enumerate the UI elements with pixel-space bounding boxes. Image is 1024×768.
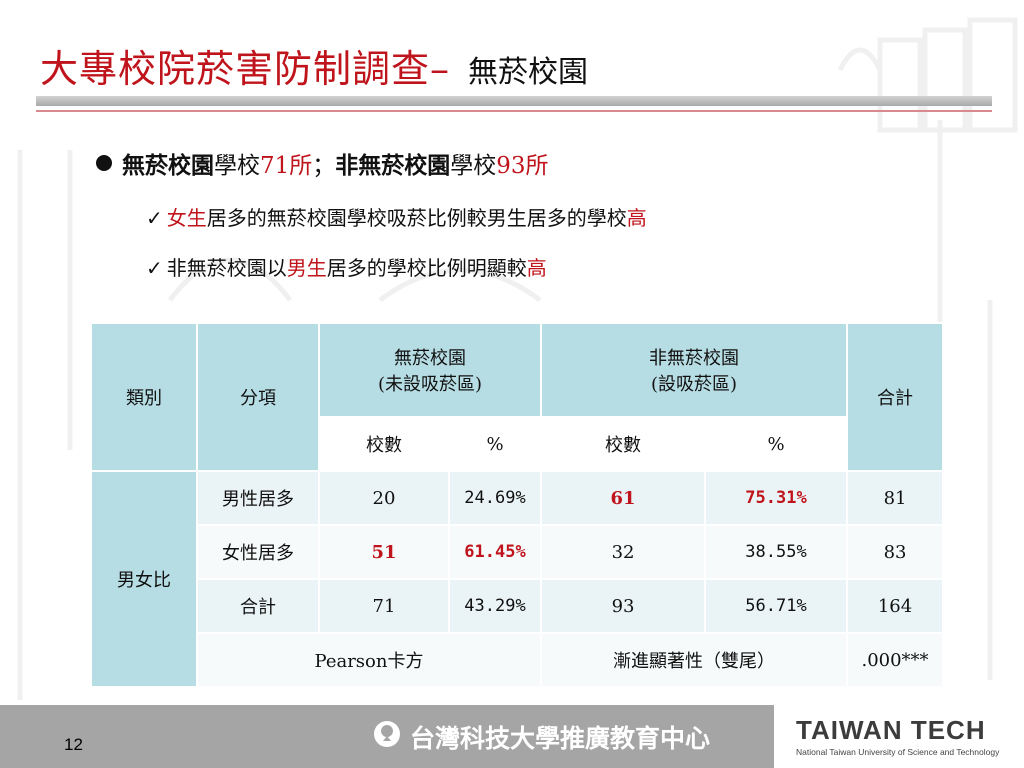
- header-category: 類別: [90, 322, 198, 472]
- sub-text: 非無菸校園以: [166, 256, 287, 280]
- header-smokefree: 無菸校園 (未設吸菸區): [317, 322, 543, 418]
- bullet-smokefree: 無菸校園: [122, 152, 214, 179]
- cell-count-nonsmokefree: 32: [540, 524, 707, 580]
- cell-total: 164: [846, 578, 945, 634]
- header-smokefree-line2: (未設吸菸區): [377, 374, 483, 395]
- header-count-smokefree: 校數: [318, 416, 450, 472]
- significance-value: .000***: [846, 632, 945, 688]
- title-underline-bar: [36, 96, 992, 106]
- cell-count-smokefree: 71: [318, 578, 450, 634]
- highlight-male: 男生: [286, 256, 327, 280]
- organization-logo-icon: [372, 719, 402, 755]
- checkmark-icon: ✓: [146, 206, 163, 230]
- cell-pct-nonsmokefree: 75.31%: [704, 470, 849, 526]
- table-row: 合計 71 43.29% 93 56.71% 164: [91, 578, 945, 634]
- brand-tagline: National Taiwan University of Science an…: [796, 747, 1000, 757]
- cell-pct-smokefree: 24.69%: [447, 470, 543, 526]
- title-main: 大專校院菸害防制調查–: [40, 47, 451, 91]
- bullet-text: 學校: [214, 153, 260, 179]
- highlight-high: 高: [626, 206, 647, 230]
- table-row: Pearson卡方 漸進顯著性（雙尾） .000***: [91, 632, 945, 688]
- cell-count-nonsmokefree: 93: [540, 578, 707, 634]
- sub-bullet-2: ✓ 非無菸校園以男生居多的學校比例明顯較高: [146, 252, 547, 281]
- title-underline-accent: [36, 110, 992, 112]
- row-item: 女性居多: [196, 524, 320, 580]
- organization-name: 台灣科技大學推廣教育中心: [410, 724, 711, 753]
- header-smokefree-line1: 無菸校園: [394, 348, 466, 369]
- brand-logo: TAIWAN TECH National Taiwan University o…: [774, 705, 1024, 768]
- cell-count-nonsmokefree: 61: [540, 470, 707, 526]
- bullet-nonsmokefree: 非無菸校園: [335, 152, 451, 179]
- cell-pct-smokefree: 61.45%: [447, 524, 543, 580]
- header-nonsmokefree-line1: 非無菸校園: [649, 348, 740, 369]
- bullet-text: 學校: [450, 153, 497, 179]
- header-nonsmokefree-line2: (設吸菸區): [650, 374, 738, 395]
- page-number: 12: [64, 735, 83, 754]
- header-total: 合計: [846, 322, 945, 472]
- highlight-high: 高: [526, 256, 547, 280]
- cell-total: 81: [846, 470, 945, 526]
- table-row: 女性居多 51 61.45% 32 38.55% 83: [91, 524, 945, 580]
- sub-text: 居多的學校比例明顯較: [326, 256, 527, 280]
- row-item: 男性居多: [196, 470, 320, 526]
- footer-organization: 台灣科技大學推廣教育中心: [372, 719, 710, 755]
- group-label: 男女比: [90, 470, 198, 688]
- pearson-label: Pearson卡方: [195, 632, 543, 688]
- cell-pct-nonsmokefree: 56.71%: [704, 578, 849, 634]
- page-title: 大專校院菸害防制調查– 無菸校園: [40, 38, 589, 91]
- checkmark-icon: ✓: [146, 256, 163, 280]
- brand-name: TAIWAN TECH: [796, 715, 986, 745]
- bullet-separator: ；: [312, 153, 336, 179]
- cell-total: 83: [846, 524, 945, 580]
- cell-pct-smokefree: 43.29%: [447, 578, 543, 634]
- significance-label: 漸進顯著性（雙尾）: [540, 632, 849, 688]
- header-item: 分項: [196, 322, 320, 472]
- header-count-nonsmokefree: 校數: [540, 416, 707, 472]
- bullet-count-smokefree: 71所: [260, 153, 313, 179]
- header-nonsmokefree: 非無菸校園 (設吸菸區): [540, 322, 849, 418]
- cell-pct-nonsmokefree: 38.55%: [704, 524, 849, 580]
- table-row: 男女比 男性居多 20 24.69% 61 75.31% 81: [90, 470, 945, 688]
- header-pct-smokefree: %: [447, 416, 543, 472]
- bullet-dot-icon: [96, 155, 112, 171]
- sub-bullet-1: ✓ 女生居多的無菸校園學校吸菸比例較男生居多的學校高: [146, 202, 647, 231]
- survey-table: 類別 分項 無菸校園 (未設吸菸區) 非無菸校園 (設吸菸區) 合計 校數 % …: [90, 322, 945, 688]
- sub-text: 居多的無菸校園學校吸菸比例較男生居多的學校: [206, 206, 627, 230]
- title-sub: 無菸校園: [468, 55, 589, 90]
- main-bullet: 無菸校園 學校 71所；非無菸校園 學校 93所: [96, 146, 549, 180]
- cell-count-smokefree: 51: [318, 524, 450, 580]
- cell-count-smokefree: 20: [318, 470, 450, 526]
- bullet-count-nonsmokefree: 93所: [496, 153, 549, 179]
- header-pct-nonsmokefree: %: [704, 416, 849, 472]
- highlight-female: 女生: [166, 206, 207, 230]
- row-item: 合計: [196, 578, 320, 634]
- footer: 12 台灣科技大學推廣教育中心 TAIWAN TECH National Tai…: [0, 705, 1024, 768]
